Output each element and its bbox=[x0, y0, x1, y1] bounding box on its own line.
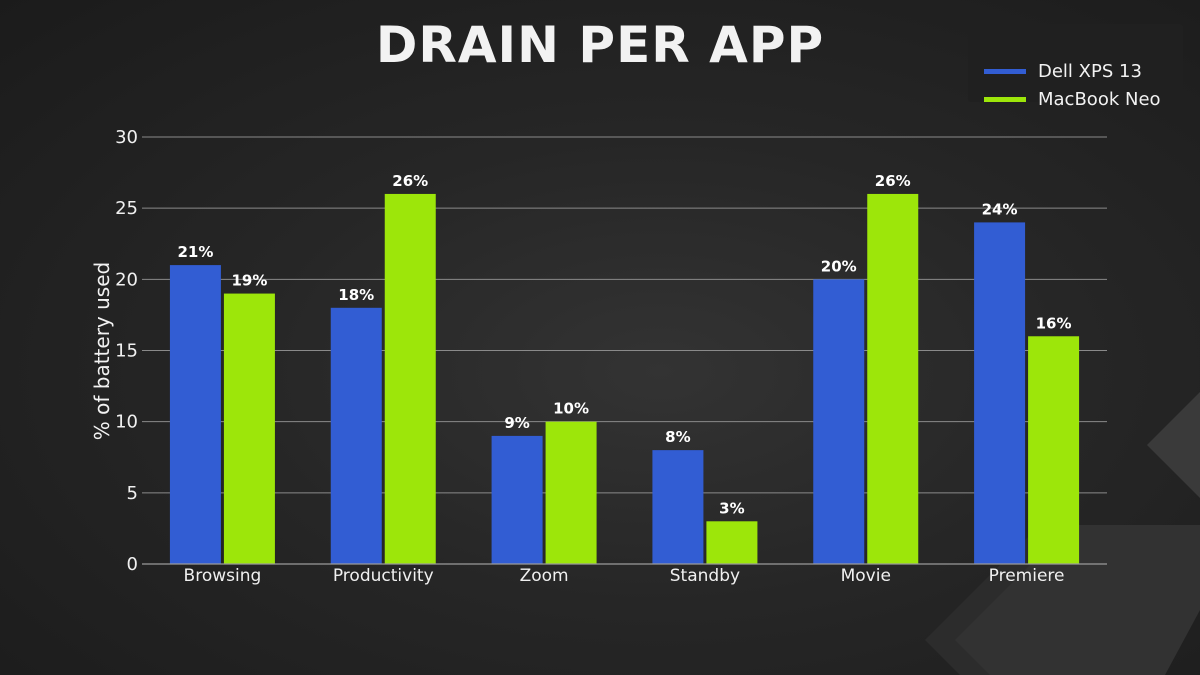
y-tick-label: 0 bbox=[127, 554, 138, 575]
data-label: 3% bbox=[719, 499, 744, 517]
bar-dell bbox=[169, 265, 221, 564]
bar-dell bbox=[491, 435, 543, 564]
legend: Dell XPS 13 MacBook Neo bbox=[968, 24, 1183, 110]
y-tick-label: 30 bbox=[115, 127, 138, 148]
x-tick-label: Premiere bbox=[989, 566, 1065, 586]
chart-title: DRAIN PER APP bbox=[375, 16, 825, 74]
legend-item-dell: Dell XPS 13 bbox=[984, 59, 1142, 83]
bar-dell bbox=[974, 222, 1026, 564]
y-tick-label: 10 bbox=[115, 412, 138, 433]
bar-macbook bbox=[1028, 336, 1080, 564]
legend-swatch-macbook bbox=[984, 96, 1026, 102]
data-label: 26% bbox=[875, 172, 911, 190]
data-label: 20% bbox=[821, 257, 857, 275]
data-label: 21% bbox=[177, 243, 213, 261]
bar-macbook bbox=[545, 421, 597, 564]
y-tick-label: 20 bbox=[115, 269, 138, 290]
data-label: 16% bbox=[1036, 314, 1072, 332]
x-tick-label: Zoom bbox=[520, 566, 569, 586]
bar-macbook bbox=[223, 293, 275, 564]
data-label: 10% bbox=[553, 400, 589, 418]
y-tick-label: 15 bbox=[115, 341, 138, 362]
bar-dell bbox=[330, 307, 382, 564]
legend-label-dell: Dell XPS 13 bbox=[1038, 60, 1142, 82]
data-label: 26% bbox=[392, 172, 428, 190]
x-tick-label: Standby bbox=[670, 566, 740, 586]
legend-item-macbook: MacBook Neo bbox=[984, 87, 1161, 111]
data-label: 8% bbox=[665, 428, 690, 446]
bar-macbook bbox=[706, 521, 758, 564]
bar-macbook bbox=[867, 193, 919, 564]
data-label: 19% bbox=[231, 272, 267, 290]
data-label: 24% bbox=[982, 200, 1018, 218]
bar-dell bbox=[652, 450, 704, 564]
y-tick-label: 25 bbox=[115, 198, 138, 219]
y-tick-label: 5 bbox=[127, 483, 138, 504]
bar-dell bbox=[813, 279, 865, 564]
legend-label-macbook: MacBook Neo bbox=[1038, 88, 1161, 110]
x-tick-label: Browsing bbox=[184, 566, 262, 586]
data-label: 9% bbox=[504, 414, 529, 432]
x-tick-label: Productivity bbox=[333, 566, 434, 586]
legend-swatch-dell bbox=[984, 68, 1026, 74]
x-tick-label: Movie bbox=[841, 566, 891, 586]
data-label: 18% bbox=[338, 286, 374, 304]
bar-macbook bbox=[384, 193, 436, 564]
